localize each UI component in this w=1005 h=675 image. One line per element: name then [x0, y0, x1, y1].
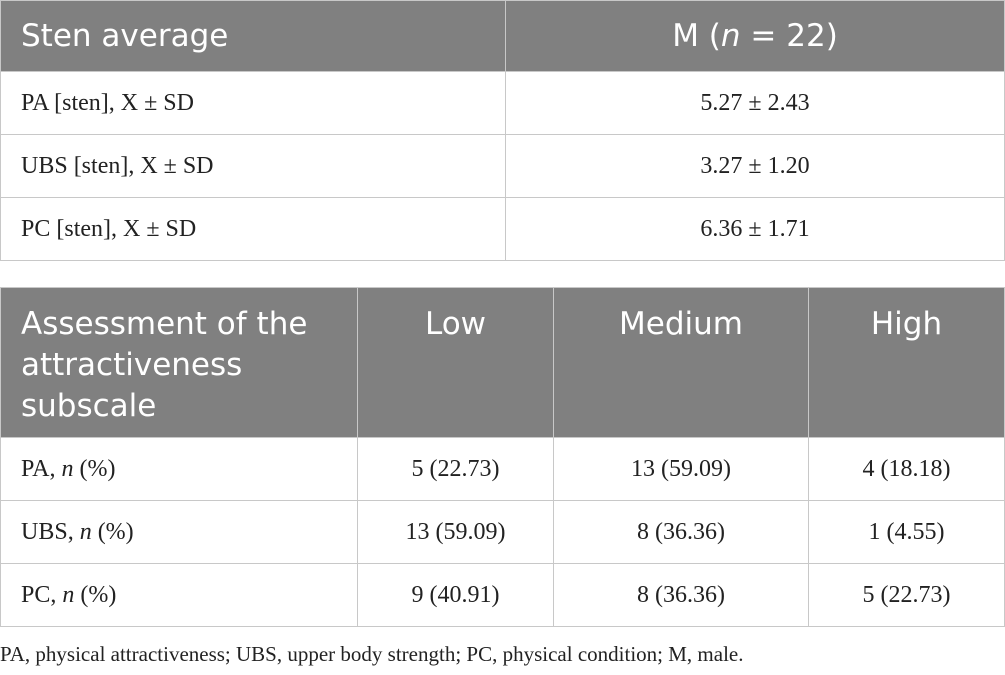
- text-part: n: [62, 581, 75, 608]
- text-part: 5.27 ± 2.43: [700, 89, 810, 116]
- header-cell: Assessment of the attractiveness subscal…: [0, 287, 358, 438]
- header-row: Sten average M (n = 22): [0, 0, 1005, 72]
- table-cell: 6.36 ± 1.71: [505, 197, 1005, 261]
- text-part: (%): [74, 581, 117, 608]
- text-part: M (: [672, 18, 721, 54]
- table-cell: 9 (40.91): [357, 563, 554, 627]
- table-cell: 13 (59.09): [357, 500, 554, 564]
- table-cell: UBS [sten], X ± SD: [0, 134, 506, 198]
- text-part: PC [sten], X ± SD: [21, 215, 197, 242]
- table-cell: 4 (18.18): [808, 437, 1005, 501]
- table-cell: 3.27 ± 1.20: [505, 134, 1005, 198]
- text-part: Medium: [619, 306, 743, 342]
- table-cell: PA, n (%): [0, 437, 358, 501]
- text-part: 4 (18.18): [862, 455, 951, 482]
- header-cell: Sten average: [0, 0, 506, 72]
- text-part: n: [79, 518, 92, 545]
- table-row: PA [sten], X ± SD 5.27 ± 2.43: [0, 71, 1005, 135]
- assessment-table: Assessment of the attractiveness subscal…: [0, 287, 1005, 627]
- header-row: Assessment of the attractiveness subscal…: [0, 287, 1005, 438]
- text-part: 8 (36.36): [637, 518, 725, 545]
- text-part: 6.36 ± 1.71: [700, 215, 810, 242]
- footnote: PA, physical attractiveness; UBS, upper …: [0, 642, 744, 666]
- text-part: 13 (59.09): [631, 455, 731, 482]
- text-part: 5 (22.73): [862, 581, 951, 608]
- text-part: n: [720, 18, 741, 54]
- text-part: (%): [73, 455, 116, 482]
- table-cell: 13 (59.09): [553, 437, 809, 501]
- table-cell: 5 (22.73): [808, 563, 1005, 627]
- text-part: 1 (4.55): [868, 518, 945, 545]
- text-part: Assessment of the attractiveness subscal…: [21, 306, 308, 424]
- table-cell: UBS, n (%): [0, 500, 358, 564]
- table-row: PC [sten], X ± SD 6.36 ± 1.71: [0, 197, 1005, 261]
- text-part: 8 (36.36): [637, 581, 725, 608]
- text-part: PA [sten], X ± SD: [21, 89, 194, 116]
- table-cell: PC [sten], X ± SD: [0, 197, 506, 261]
- header-cell: M (n = 22): [505, 0, 1005, 72]
- table-cell: 8 (36.36): [553, 563, 809, 627]
- text-part: PA,: [21, 455, 62, 482]
- table-row: UBS [sten], X ± SD 3.27 ± 1.20: [0, 134, 1005, 198]
- sten-table: Sten average M (n = 22) PA [sten], X ± SD 5…: [0, 0, 1005, 261]
- text-part: UBS [sten], X ± SD: [21, 152, 214, 179]
- table-row: PA, n (%) 5 (22.73) 13 (59.09) 4 (18.18): [0, 437, 1005, 501]
- table-cell: 8 (36.36): [553, 500, 809, 564]
- text-part: Low: [424, 306, 487, 342]
- table-cell: PA [sten], X ± SD: [0, 71, 506, 135]
- text-part: (%): [91, 518, 134, 545]
- table-row: PC, n (%) 9 (40.91) 8 (36.36) 5 (22.73): [0, 563, 1005, 627]
- text-part: 5 (22.73): [411, 455, 500, 482]
- header-cell: Medium: [553, 287, 809, 438]
- text-part: n: [61, 455, 74, 482]
- text-part: High: [870, 306, 943, 342]
- table-row: UBS, n (%) 13 (59.09) 8 (36.36) 1 (4.55): [0, 500, 1005, 564]
- text-part: PC,: [21, 581, 63, 608]
- table-cell: PC, n (%): [0, 563, 358, 627]
- table-cell: 1 (4.55): [808, 500, 1005, 564]
- text-part: 3.27 ± 1.20: [700, 152, 810, 179]
- header-cell: High: [808, 287, 1005, 438]
- text-part: UBS,: [21, 518, 80, 545]
- table-cell: 5 (22.73): [357, 437, 554, 501]
- table-cell: 5.27 ± 2.43: [505, 71, 1005, 135]
- text-part: 13 (59.09): [405, 518, 506, 545]
- header-cell: Low: [357, 287, 554, 438]
- text-part: 9 (40.91): [411, 581, 500, 608]
- text-part: = 22): [740, 18, 838, 54]
- text-part: Sten average: [21, 18, 229, 54]
